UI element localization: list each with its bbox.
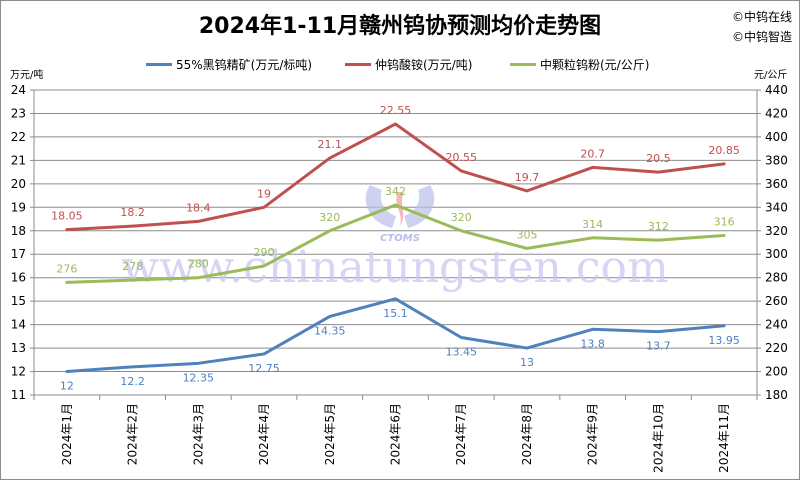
right-axis-tick-label: 340 xyxy=(765,200,788,214)
watermark-logo-flame xyxy=(396,192,404,226)
data-label: 20.85 xyxy=(708,144,740,157)
right-axis-tick-label: 240 xyxy=(765,318,788,332)
x-axis-category-label: 2024年11月 xyxy=(717,403,731,473)
right-axis-tick-label: 400 xyxy=(765,130,788,144)
right-axis-unit: 元/公斤 xyxy=(754,70,788,81)
x-axis-category-label: 2024年6月 xyxy=(389,403,403,465)
left-axis-tick-label: 24 xyxy=(11,83,26,97)
data-label: 20.5 xyxy=(646,152,671,165)
data-label: 312 xyxy=(648,220,669,233)
legend-swatch-red xyxy=(345,63,371,66)
x-axis-category-label: 2024年10月 xyxy=(651,403,665,473)
series-line xyxy=(65,203,726,284)
left-axis-tick-label: 11 xyxy=(11,388,26,402)
x-axis-category-label: 2024年7月 xyxy=(454,403,468,465)
data-label: 21.1 xyxy=(318,138,343,151)
legend-label: 仲钨酸铵(万元/吨) xyxy=(375,58,473,72)
data-label: 18.05 xyxy=(51,210,83,223)
left-axis-tick-label: 21 xyxy=(11,153,26,167)
left-axis-tick-label: 22 xyxy=(11,130,26,144)
data-label: 20.55 xyxy=(445,151,477,164)
data-label: 278 xyxy=(122,260,143,273)
data-label: 305 xyxy=(516,228,537,241)
legend-swatch-blue xyxy=(146,63,172,66)
series-line xyxy=(65,297,726,374)
left-axis-tick-label: 14 xyxy=(11,318,26,332)
legend-label: 55%黑钨精矿(万元/标吨) xyxy=(176,58,313,72)
data-label: 12.75 xyxy=(248,362,280,375)
right-axis-tick-label: 220 xyxy=(765,341,788,355)
left-axis-unit: 万元/吨 xyxy=(10,70,44,81)
left-axis-tick-label: 20 xyxy=(11,177,26,191)
data-label: 316 xyxy=(714,215,735,228)
x-axis-category-label: 2024年4月 xyxy=(257,403,271,465)
copyright-line-1: ©中钨在线 xyxy=(731,10,792,24)
data-label: 13.95 xyxy=(708,334,740,347)
data-label: 280 xyxy=(188,258,209,271)
watermark-logo-left xyxy=(365,185,396,228)
legend-label: 中颗粒钨粉(元/公斤) xyxy=(540,58,650,72)
left-axis-tick-label: 12 xyxy=(11,365,26,379)
right-axis-tick-label: 440 xyxy=(765,83,788,97)
chart-title: 2024年1-11月赣州钨协预测均价走势图 xyxy=(198,14,602,39)
x-axis-category-label: 2024年9月 xyxy=(586,403,600,465)
data-label: 18.4 xyxy=(186,201,211,214)
x-axis-category-label: 2024年8月 xyxy=(520,403,534,465)
right-axis-tick-label: 180 xyxy=(765,388,788,402)
series-line xyxy=(65,122,726,232)
x-axis-category-label: 2024年3月 xyxy=(191,403,205,465)
copyright-line-2: ©中钨智造 xyxy=(731,30,792,44)
data-label: 13.8 xyxy=(580,337,605,350)
data-label: 18.2 xyxy=(120,206,145,219)
x-axis-category-label: 2024年2月 xyxy=(126,403,140,465)
right-axis-tick-label: 300 xyxy=(765,247,788,261)
right-axis-tick-label: 320 xyxy=(765,224,788,238)
data-label: 22.55 xyxy=(380,104,412,117)
legend-item-apt: 仲钨酸铵(万元/吨) xyxy=(345,56,472,73)
legend-item-wolframite: 55%黑钨精矿(万元/标吨) xyxy=(146,56,312,73)
left-axis-tick-label: 17 xyxy=(11,247,26,261)
data-label: 19 xyxy=(257,187,271,200)
watermark-logo-right xyxy=(404,185,435,228)
data-label: 13.7 xyxy=(646,340,671,353)
data-label: 19.7 xyxy=(515,171,540,184)
left-axis-tick-label: 16 xyxy=(11,271,26,285)
data-label: 342 xyxy=(385,185,406,198)
right-axis-tick-label: 380 xyxy=(765,153,788,167)
data-label: 12 xyxy=(60,380,74,393)
watermark-url: www.chinatungsten.com xyxy=(121,242,668,293)
x-axis-category-label: 2024年5月 xyxy=(323,403,337,465)
data-label: 314 xyxy=(582,218,603,231)
data-label: 12.2 xyxy=(120,375,145,388)
right-axis-tick-label: 360 xyxy=(765,177,788,191)
left-axis-tick-label: 15 xyxy=(11,294,26,308)
data-label: 290 xyxy=(254,246,275,259)
data-label: 20.7 xyxy=(580,147,605,160)
legend-item-tungsten-powder: 中颗粒钨粉(元/公斤) xyxy=(510,56,649,73)
watermark-logo-text: CTOMS xyxy=(380,233,420,244)
x-axis-category-label: 2024年1月 xyxy=(60,403,74,465)
data-label: 15.1 xyxy=(383,307,408,320)
data-label: 12.35 xyxy=(183,371,215,384)
data-label: 13 xyxy=(520,356,534,369)
left-axis-tick-label: 23 xyxy=(11,106,26,120)
data-label: 320 xyxy=(319,211,340,224)
left-axis-tick-label: 13 xyxy=(11,341,26,355)
data-label: 320 xyxy=(451,211,472,224)
data-label: 14.35 xyxy=(314,324,346,337)
right-axis-tick-label: 200 xyxy=(765,365,788,379)
left-axis-tick-label: 19 xyxy=(11,200,26,214)
left-axis-tick-label: 18 xyxy=(11,224,26,238)
data-label: 276 xyxy=(56,262,77,275)
legend-swatch-green xyxy=(510,63,536,66)
right-axis-tick-label: 260 xyxy=(765,294,788,308)
data-label: 13.45 xyxy=(445,346,477,359)
right-axis-tick-label: 420 xyxy=(765,106,788,120)
right-axis-tick-label: 280 xyxy=(765,271,788,285)
